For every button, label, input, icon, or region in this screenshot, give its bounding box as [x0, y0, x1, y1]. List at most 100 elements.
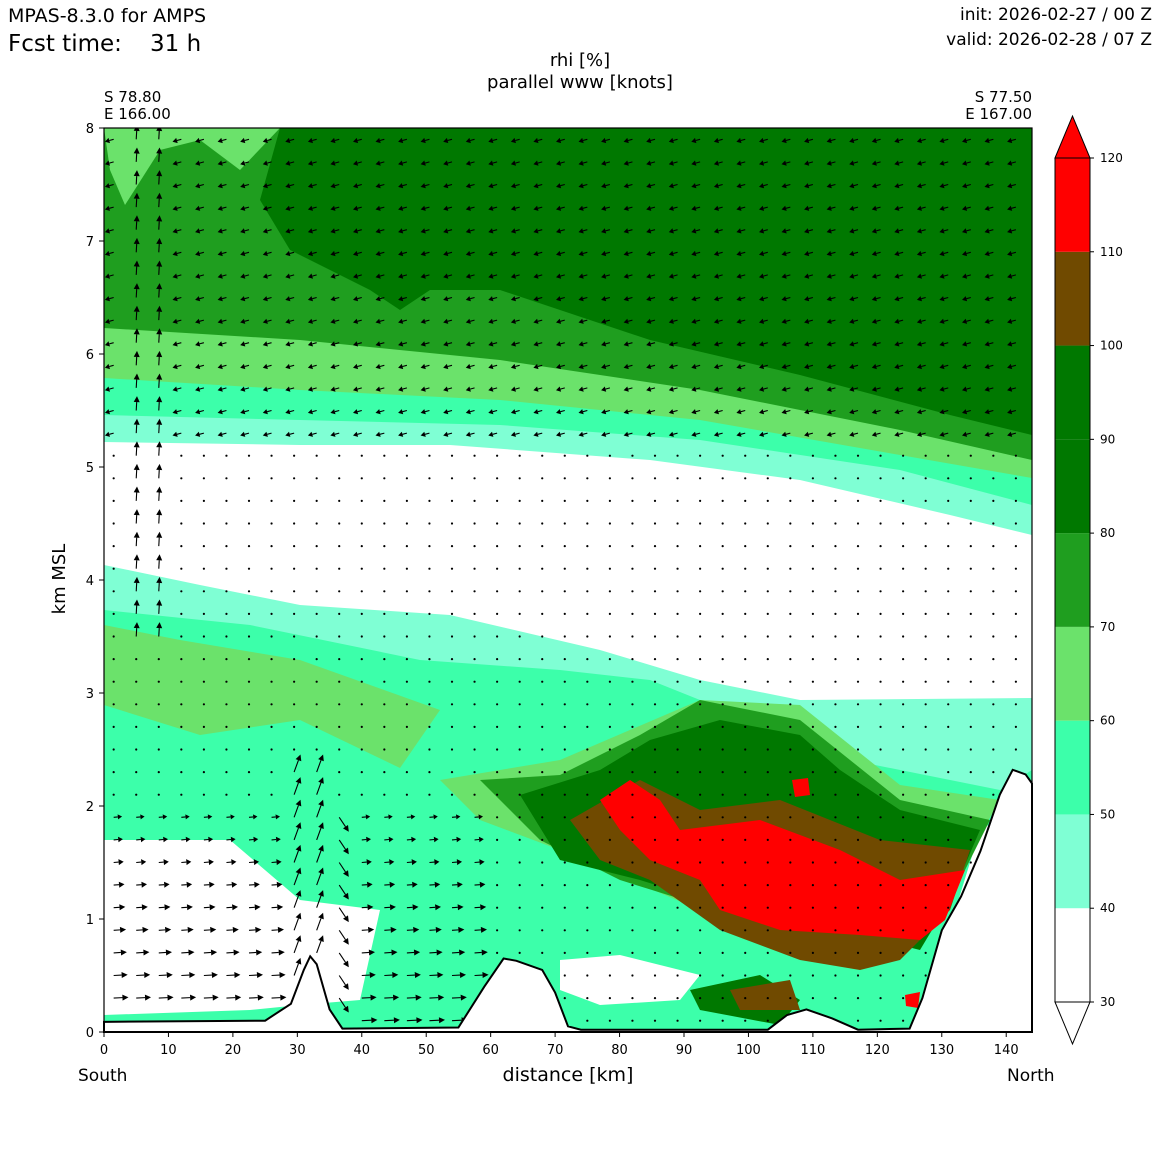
wind-vector-dot: [180, 748, 183, 751]
wind-vector-dot: [631, 725, 634, 729]
wind-vector: [334, 409, 340, 413]
wind-vector: [560, 296, 565, 300]
wind-vector-head: [691, 431, 697, 437]
wind-vector: [876, 387, 881, 390]
wind-vector: [424, 161, 430, 164]
wind-vector-dot: [721, 680, 724, 683]
wind-vector-head: [578, 160, 584, 166]
wind-vector: [334, 206, 340, 209]
wind-vector-dot: [202, 567, 205, 570]
wind-vector: [650, 251, 656, 255]
wind-vector-dot: [450, 567, 454, 570]
wind-vector: [808, 387, 814, 390]
wind-vector-head: [133, 599, 140, 606]
wind-vector: [244, 432, 250, 435]
wind-vector-head: [367, 881, 373, 888]
wind-vector-dot: [112, 748, 115, 751]
wind-vector-dot: [586, 477, 589, 480]
wind-vector: [334, 342, 340, 345]
wind-vector-head: [849, 183, 855, 189]
wind-vector-head: [894, 228, 900, 234]
wind-vector-head: [962, 431, 968, 437]
wind-vector: [921, 161, 926, 164]
wind-vector-dot: [879, 929, 882, 932]
wind-vector-head: [713, 160, 719, 166]
wind-vector-dot: [721, 1019, 724, 1022]
wind-vector: [650, 409, 656, 413]
wind-vector-dot: [383, 590, 386, 593]
wind-vector-dot: [473, 590, 476, 593]
wind-vector-dot: [383, 522, 386, 525]
wind-vector: [560, 206, 565, 209]
wind-vector-dot: [811, 567, 814, 570]
wind-vector-dot: [225, 567, 228, 570]
wind-vector: [379, 183, 385, 187]
wind-vector-head: [510, 318, 516, 324]
wind-vector-dot: [744, 545, 747, 548]
wind-vector-head: [1007, 205, 1013, 211]
wind-vector-head: [457, 881, 463, 888]
wind-vector-dot: [270, 703, 273, 706]
wind-vector-head: [217, 183, 223, 189]
wind-vector-dot: [856, 658, 860, 661]
wind-vector-head: [962, 137, 968, 144]
wind-vector: [176, 319, 182, 322]
wind-vector-dot: [247, 703, 251, 706]
wind-vector: [853, 229, 859, 232]
wind-vector-dot: [699, 793, 702, 796]
wind-vector-dot: [811, 997, 814, 1000]
wind-vector-head: [939, 183, 945, 189]
wind-vector: [447, 274, 453, 277]
wind-vector-head: [412, 881, 418, 888]
wind-vector-dot: [1014, 545, 1017, 548]
wind-vector-dot: [924, 748, 927, 751]
wind-vector: [582, 206, 588, 209]
wind-vector-dot: [270, 793, 273, 796]
wind-vector-dot: [834, 703, 837, 706]
wind-vector-head: [275, 814, 280, 820]
wind-vector-dot: [744, 477, 747, 480]
wind-vector-dot: [811, 725, 814, 729]
wind-vector-head: [871, 228, 877, 234]
wind-vector-head: [398, 250, 404, 257]
wind-vector-head: [307, 318, 313, 324]
wind-vector: [312, 342, 317, 345]
wind-vector-head: [1007, 273, 1013, 279]
wind-vector: [988, 183, 994, 187]
wind-vector-head: [295, 935, 302, 942]
x-tick-label: 10: [160, 1043, 177, 1058]
colorbar-label: 70: [1100, 620, 1115, 634]
colorbar-segment: [1055, 626, 1090, 721]
wind-vector-dot: [541, 545, 544, 548]
wind-vector-head: [916, 137, 922, 144]
x-tick-label: 120: [865, 1043, 890, 1058]
wind-vector-dot: [496, 861, 499, 864]
wind-vector-dot: [699, 816, 702, 819]
wind-vector-head: [285, 250, 291, 257]
wind-vector: [605, 206, 611, 209]
wind-vector-head: [195, 431, 201, 437]
wind-vector-dot: [496, 545, 499, 548]
wind-vector: [293, 827, 299, 841]
wind-vector-head: [420, 273, 426, 279]
wind-vector-head: [916, 296, 922, 302]
wind-vector-head: [330, 296, 336, 302]
wind-vector-dot: [902, 771, 905, 774]
wind-vector-dot: [992, 612, 995, 616]
wind-vector-head: [190, 994, 197, 1001]
wind-vector-head: [295, 957, 302, 965]
y-tick-label: 5: [86, 461, 94, 476]
wind-vector: [898, 319, 904, 322]
wind-vector-head: [939, 431, 945, 437]
wind-vector: [1011, 409, 1017, 413]
wind-vector: [718, 183, 723, 187]
wind-vector: [808, 229, 814, 232]
wind-vector-head: [172, 431, 178, 437]
wind-vector-head: [375, 183, 381, 189]
wind-vector: [199, 206, 205, 209]
wind-vector: [357, 274, 362, 277]
wind-vector-dot: [247, 748, 251, 751]
wind-vector-dot: [856, 816, 860, 819]
wind-vector: [560, 229, 565, 232]
wind-vector-head: [962, 341, 968, 347]
